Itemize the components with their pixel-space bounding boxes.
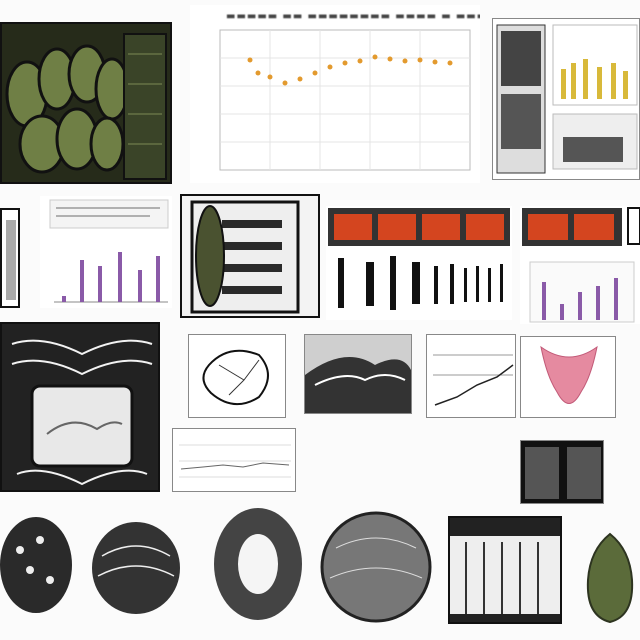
scale-texture-scan — [0, 22, 172, 184]
red-blocks-panel — [326, 206, 512, 320]
line-chart: ▬▬▬▬▬ ▬▬ ▬▬▬▬▬▬▬▬ ▬▬▬▬ ▬ ▬▬▬ — [190, 5, 480, 183]
avocado-photo — [580, 530, 640, 626]
bar-chart-right — [520, 206, 640, 324]
line-chart-small — [172, 428, 296, 492]
xray-pair — [520, 440, 604, 504]
pink-scan — [520, 336, 616, 418]
scan-network-panel — [180, 194, 320, 318]
ornate-frame — [0, 322, 160, 492]
ring-texture — [206, 504, 310, 624]
shell-texture — [316, 508, 436, 626]
blurred-title: ▬▬▬▬▬ ▬▬ ▬▬▬▬▬▬▬▬ ▬▬▬▬ ▬ ▬▬▬ — [226, 11, 480, 22]
building-photo — [448, 516, 562, 624]
coral-sphere-1 — [0, 510, 76, 620]
vessel-sketch — [188, 334, 286, 418]
gauge-panel — [0, 208, 20, 308]
graph-panel-center — [426, 334, 516, 418]
coral-sphere-2 — [88, 516, 184, 620]
bar-chart-left — [40, 196, 172, 308]
bar-strip-panel — [492, 18, 640, 180]
bone-scan — [304, 334, 412, 414]
